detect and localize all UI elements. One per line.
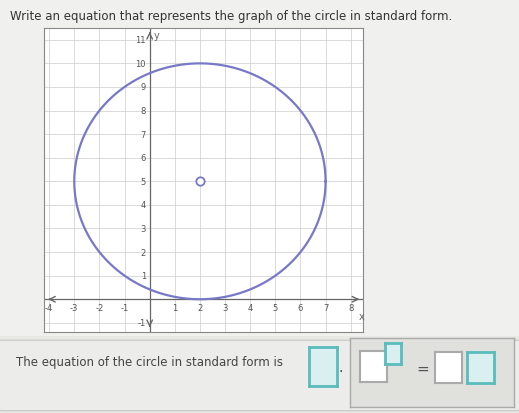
Text: 7: 7: [141, 131, 146, 139]
Text: -3: -3: [70, 303, 78, 312]
Text: 6: 6: [141, 154, 146, 163]
Text: 5: 5: [141, 177, 146, 186]
Text: -4: -4: [45, 303, 53, 312]
Text: y: y: [154, 31, 160, 41]
Text: 2: 2: [197, 303, 202, 312]
Text: 6: 6: [298, 303, 303, 312]
Text: 7: 7: [323, 303, 329, 312]
Text: -1: -1: [120, 303, 129, 312]
Text: 3: 3: [141, 224, 146, 233]
Text: The equation of the circle in standard form is: The equation of the circle in standard f…: [16, 355, 282, 368]
Text: -2: -2: [95, 303, 103, 312]
Text: -1: -1: [138, 318, 146, 328]
Text: 2: 2: [141, 248, 146, 257]
Text: .: .: [339, 361, 343, 375]
Text: 1: 1: [172, 303, 177, 312]
Text: 5: 5: [272, 303, 278, 312]
Text: 3: 3: [222, 303, 228, 312]
Text: 8: 8: [348, 303, 353, 312]
Text: Write an equation that represents the graph of the circle in standard form.: Write an equation that represents the gr…: [10, 10, 453, 23]
Text: 10: 10: [135, 60, 146, 69]
Text: 8: 8: [141, 107, 146, 116]
Text: =: =: [417, 361, 429, 376]
FancyBboxPatch shape: [0, 340, 519, 411]
Text: 4: 4: [141, 201, 146, 210]
Text: 11: 11: [135, 36, 146, 45]
Text: 4: 4: [248, 303, 253, 312]
Text: 1: 1: [141, 271, 146, 280]
Text: 9: 9: [141, 83, 146, 92]
Text: x: x: [359, 311, 365, 321]
